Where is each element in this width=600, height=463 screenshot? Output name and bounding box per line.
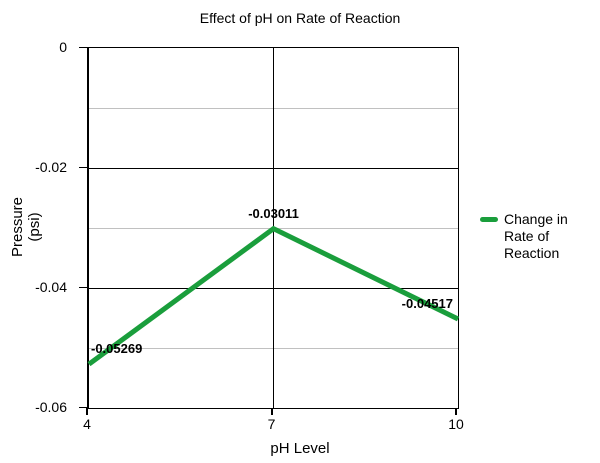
x-axis-title: pH Level: [270, 440, 330, 457]
series-line-svg: [87, 225, 460, 367]
y-axis-tick: [79, 406, 87, 408]
y-axis-tick: [79, 46, 87, 48]
y-axis-title: Pressure (psi): [9, 196, 43, 258]
y-axis-tick: [79, 166, 87, 168]
y-tick-label: -0.06: [35, 399, 67, 415]
y-tick-label: 0: [59, 39, 67, 55]
legend-line-swatch: [480, 217, 498, 222]
y-tick-label: -0.04: [35, 279, 67, 295]
x-axis-tick: [270, 408, 273, 415]
plot-area: -0.05269 -0.03011 -0.04517: [87, 47, 460, 409]
x-tick-label: 4: [83, 416, 91, 432]
data-point-label: -0.04517: [401, 296, 453, 312]
y-tick-label: -0.02: [35, 159, 67, 175]
x-tick-label: 10: [448, 416, 464, 432]
x-tick-label: 7: [267, 416, 276, 432]
chart-title: Effect of pH on Rate of Reaction: [199, 10, 401, 26]
data-point-label: -0.03011: [248, 205, 299, 221]
data-point-label: -0.05269: [91, 341, 143, 357]
legend-label: Change in Rate of Reaction: [504, 211, 568, 261]
y-axis-tick: [79, 286, 87, 288]
x-axis-tick: [455, 408, 457, 415]
series-line: [87, 225, 460, 367]
x-axis-tick: [86, 408, 88, 415]
legend: Change in Rate of Reaction: [480, 211, 588, 262]
